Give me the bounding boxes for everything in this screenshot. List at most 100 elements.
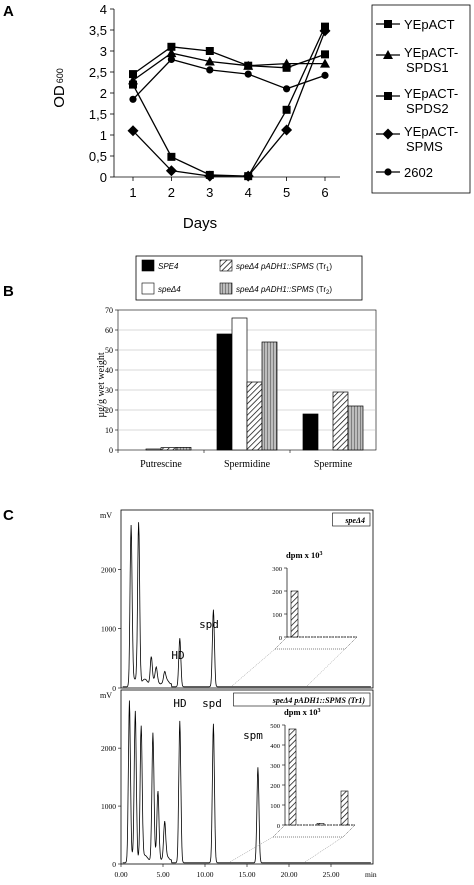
panel-c-y-unit: mV (100, 511, 112, 520)
panel-a-ylabel-main: OD (51, 85, 68, 108)
panel-a-labels: Days OD 600 (51, 68, 217, 232)
panel-a-legend-label-cont: SPDS2 (406, 101, 449, 116)
panel-a-data-point (321, 71, 329, 79)
panel-c-xtick-label: 5.00 (156, 870, 169, 879)
panel-a-data-point (242, 170, 254, 182)
panel-c-inset-bar (340, 790, 349, 826)
panel-c-xtick-label: 0.00 (114, 870, 127, 879)
panel-c-trace (122, 522, 371, 688)
panel-b-legend-swatch (141, 282, 155, 295)
panel-b-legend-entry: speΔ4 pADH1::SPMS (Tr1) (219, 259, 332, 273)
panel-c-inset-title: dpm x 103 (284, 707, 321, 717)
panel-a-ytick-label: 3 (100, 44, 107, 59)
panel-c-inset-bar (290, 590, 299, 638)
panel-c-inset-ytick-label: 300 (270, 763, 280, 770)
panel-a-ytick-label: 0,5 (89, 149, 107, 164)
panel-b-ytick-label: 20 (105, 406, 113, 415)
panel-b-legend-box (135, 255, 363, 301)
panel-c-inset: 0 100 200 300 dpm x 103 (272, 550, 358, 650)
panel-a-data-point (320, 58, 330, 68)
panel-a-ytick-label: 1,5 (89, 107, 107, 122)
panel-c-frame (120, 509, 374, 689)
panel-b-ytick-label: 70 (105, 306, 113, 315)
panel-a-xtick-label: 2 (168, 185, 175, 200)
panel-a-legend-entry: 2602 (376, 165, 433, 180)
panel-c-peak-label: spd (202, 697, 222, 710)
panel-c-title: speΔ4 pADH1::SPMS (Tr1) (272, 696, 366, 705)
panel-c-ytick-label: 0 (112, 684, 116, 693)
panel-a-series-line (132, 52, 325, 81)
panel-b-bars (145, 317, 364, 451)
panel-a-ytick-label: 2 (100, 86, 107, 101)
panel-c-xtick-label: 25.00 (323, 870, 340, 879)
panel-a-legend-entry: YEpACT-SPDS1 (376, 45, 458, 75)
panel-a-data-point (127, 125, 139, 137)
panel-b-bar (145, 448, 162, 451)
panel-a-data-point (282, 105, 291, 114)
panel-a-series-line (132, 26, 326, 177)
panel-c-ytick-label: 0 (112, 860, 116, 869)
panel-a-xtick-label: 3 (206, 185, 213, 200)
panel-c-inset-bar (316, 823, 325, 826)
panel-c-peak-label: HD (171, 649, 184, 662)
panel-a-data-point (281, 124, 293, 136)
panel-a-legend-label: YEpACT- (404, 86, 458, 101)
panel-c-frame (120, 689, 374, 865)
panel-c-peak-label: spm (243, 729, 263, 742)
panel-b-legend-swatch (219, 282, 233, 295)
panel-a-series-line (132, 58, 326, 100)
panel-a-ylabel-sub: 600 (55, 68, 65, 83)
panel-c-x-unit: min (365, 870, 377, 879)
panel-c-projection-line (229, 836, 274, 863)
panel-c-letter: C (3, 507, 14, 524)
panel-a-data-point (204, 56, 215, 66)
panel-c-inset-title-main: dpm x 10 (284, 707, 318, 717)
panel-a-legend-label-cont: SPDS1 (406, 60, 449, 75)
panel-c-xtick-label: 15.00 (239, 870, 256, 879)
panel-c-title-box (233, 692, 371, 707)
panel-b-legend-swatch (141, 259, 155, 272)
panel-a-series-line (132, 46, 326, 75)
panel-c-inset-title: dpm x 103 (286, 550, 323, 560)
panel-a-data-point (129, 70, 137, 79)
panel-a-xtick-label: 5 (283, 185, 290, 200)
panel-b-legend-label-sub: 1 (326, 267, 330, 273)
panel-a-data-point (129, 95, 137, 103)
panel-a-data-point (243, 60, 254, 70)
panel-b-legend-label: speΔ4 pADH1::SPMS (Tr2) (236, 285, 332, 296)
panel-b-bar (246, 381, 263, 451)
panel-a-series-2 (129, 22, 329, 181)
panel-b-bar (347, 405, 364, 451)
panel-a-legend-label: YEpACT- (404, 124, 458, 139)
panel-c-peak-label: spd (199, 618, 219, 631)
panel-a-data-point (205, 47, 214, 55)
panel-b-bar (332, 391, 349, 451)
panel-c-inset-bar (288, 728, 297, 826)
panel-a-legend-marker (384, 20, 392, 28)
panel-c-chromatogram-0: mV 0 1000 2000 speΔ4 HD spd 0 100 200 300 dpm x 103 (100, 509, 374, 693)
panel-b-legend-entry: speΔ4 (141, 282, 181, 295)
panel-a-xlabel: Days (183, 215, 217, 232)
panel-a-ylabel: OD 600 (51, 68, 68, 108)
panel-a-data-point (167, 152, 176, 161)
panel-b-legend-swatch (219, 259, 233, 272)
panel-c-ytick-label: 2000 (101, 744, 116, 753)
panel-a-data-point (244, 70, 252, 78)
panel-c-ytick-label: 2000 (101, 565, 116, 574)
panel-c-trace (122, 700, 371, 864)
panel-b-ytick-label: 40 (105, 366, 113, 375)
panel-b-category-label: Spermidine (224, 459, 271, 470)
panel-a-data-point (319, 25, 331, 37)
panel-a-series-1 (128, 48, 330, 85)
panel-c-inset-ytick-label: 200 (272, 589, 282, 596)
panel-a-axes: 0 0,5 1 1,5 2 2,5 3 3,5 4 1 2 3 4 5 6 (89, 2, 340, 200)
panel-a-xtick-label: 6 (321, 185, 328, 200)
panel-a-legend-label: YEpACT (404, 17, 455, 32)
panel-a-legend-entry: YEpACT (376, 17, 455, 32)
panel-a-ytick-label: 0 (100, 170, 107, 185)
panel-b-bar (216, 333, 233, 451)
panel-a-series-3 (127, 25, 331, 182)
panel-a-xtick-label: 1 (129, 185, 136, 200)
